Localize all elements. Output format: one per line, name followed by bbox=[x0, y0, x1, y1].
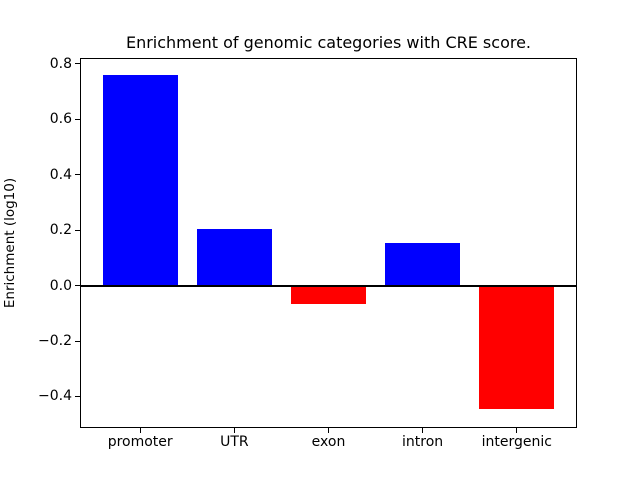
y-tick-label: −0.2 bbox=[38, 333, 72, 349]
y-axis-label: Enrichment (log10) bbox=[2, 177, 18, 309]
y-tick-mark bbox=[75, 63, 80, 65]
y-tick-label: 0.4 bbox=[49, 166, 72, 183]
y-tick-label: 0.6 bbox=[49, 111, 72, 128]
y-tick-label: 0.8 bbox=[49, 55, 72, 72]
x-tick-label-intron: intron bbox=[402, 434, 444, 450]
y-tick-label: 0.0 bbox=[49, 277, 72, 294]
y-tick-mark bbox=[75, 340, 80, 342]
y-tick-mark bbox=[75, 229, 80, 231]
zero-line bbox=[80, 284, 577, 287]
x-tick-mark bbox=[328, 428, 329, 433]
bar-intron bbox=[385, 243, 461, 286]
x-tick-label-exon: exon bbox=[311, 434, 346, 450]
x-tick-mark bbox=[139, 428, 141, 433]
y-tick-mark bbox=[75, 118, 80, 120]
x-tick-label-promoter: promoter bbox=[107, 434, 173, 450]
x-tick-mark bbox=[233, 428, 235, 433]
y-tick-mark bbox=[75, 285, 80, 286]
y-tick-label: 0.2 bbox=[49, 222, 72, 239]
bar-UTR bbox=[196, 228, 272, 286]
x-tick-mark bbox=[422, 428, 424, 433]
x-tick-label-intergenic: intergenic bbox=[481, 434, 552, 450]
x-tick-mark bbox=[516, 428, 518, 433]
bar-intergenic bbox=[479, 285, 555, 409]
x-tick-label-UTR: UTR bbox=[220, 434, 249, 450]
chart-title: Enrichment of genomic categories with CR… bbox=[125, 33, 532, 52]
y-tick-mark bbox=[75, 174, 80, 176]
bar-exon bbox=[290, 285, 367, 305]
y-tick-mark bbox=[75, 395, 80, 397]
bar-promoter bbox=[102, 74, 178, 286]
y-tick-label: −0.4 bbox=[38, 388, 72, 405]
